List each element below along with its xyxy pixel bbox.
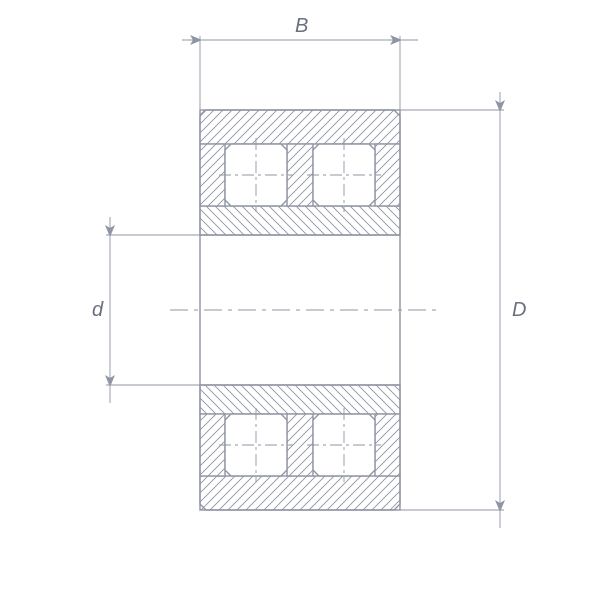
bearing-diagram: B Dd: [0, 0, 600, 600]
dim-label-D: D: [512, 299, 526, 321]
dim-label-d: d: [92, 299, 104, 321]
dim-label-B: B: [295, 15, 308, 37]
